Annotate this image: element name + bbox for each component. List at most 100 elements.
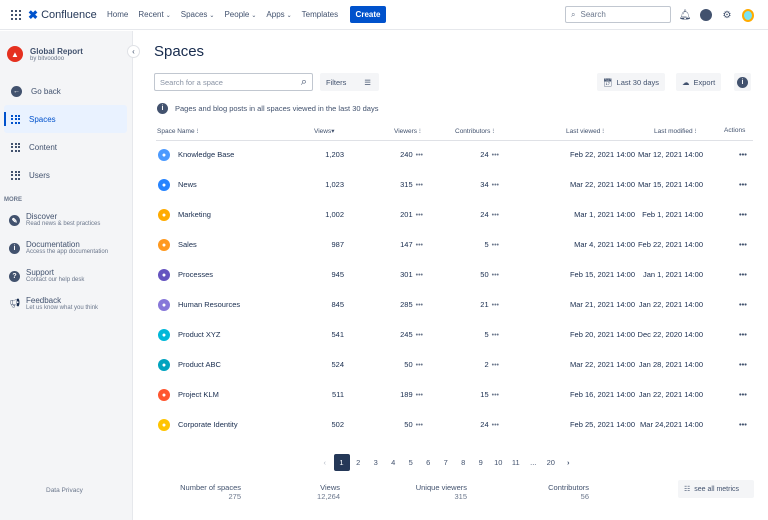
sidebar-item-users[interactable]: Users: [4, 161, 127, 189]
row-actions-icon[interactable]: •••: [739, 240, 747, 249]
page-8[interactable]: 8: [461, 458, 466, 467]
space-icon: ●: [158, 419, 170, 431]
date-range-button[interactable]: 📅︎ Last 30 days: [597, 73, 666, 91]
sidebar-discover[interactable]: ✎ Discover Read news & best practices: [9, 212, 100, 227]
viewers-value[interactable]: 189 •••: [400, 390, 423, 399]
viewers-value[interactable]: 285 •••: [400, 300, 423, 309]
col-views[interactable]: Views▾: [314, 128, 335, 135]
col-last-viewed[interactable]: Last viewed ⁝: [566, 128, 605, 135]
nav-spaces[interactable]: Spaces ⌄: [180, 10, 215, 19]
filters-button[interactable]: Filters ☰: [320, 73, 379, 91]
space-name-link[interactable]: News: [178, 180, 197, 189]
page-20[interactable]: 20: [546, 458, 555, 467]
page-3[interactable]: 3: [373, 458, 378, 467]
viewers-value[interactable]: 50 •••: [404, 360, 423, 369]
page-1[interactable]: 1: [333, 454, 350, 471]
space-name-link[interactable]: Human Resources: [178, 300, 241, 309]
viewers-value[interactable]: 315 •••: [400, 180, 423, 189]
contributors-value[interactable]: 2 •••: [484, 360, 499, 369]
nav-recent[interactable]: Recent ⌄: [138, 10, 171, 19]
viewers-value[interactable]: 301 •••: [400, 270, 423, 279]
row-actions-icon[interactable]: •••: [739, 210, 747, 219]
col-contributors[interactable]: Contributors ⁝: [455, 128, 495, 135]
info-button[interactable]: i: [734, 73, 751, 91]
space-search-input[interactable]: Search for a space ⌕: [154, 73, 313, 91]
go-back-link[interactable]: ← Go back: [11, 85, 61, 97]
viewers-value[interactable]: 147 •••: [400, 240, 423, 249]
contributors-value[interactable]: 15 •••: [480, 390, 499, 399]
space-name-link[interactable]: Marketing: [178, 210, 211, 219]
page-2[interactable]: 2: [356, 458, 361, 467]
confluence-logo[interactable]: ✖ Confluence: [28, 8, 97, 22]
export-button[interactable]: ☁ Export: [676, 73, 722, 91]
col-space-name[interactable]: Space Name ⁝: [157, 128, 199, 135]
space-name-link[interactable]: Knowledge Base: [178, 150, 235, 159]
sidebar-item-spaces[interactable]: Spaces: [4, 105, 127, 133]
nav-templates[interactable]: Templates: [301, 10, 339, 19]
columns-icon: ☷: [684, 486, 691, 493]
row-actions-icon[interactable]: •••: [739, 150, 747, 159]
page-11[interactable]: 11: [511, 458, 520, 467]
row-actions-icon[interactable]: •••: [739, 180, 747, 189]
space-name-link[interactable]: Product ABC: [178, 360, 221, 369]
col-viewers[interactable]: Viewers ⁝: [394, 128, 421, 135]
row-actions-icon[interactable]: •••: [739, 270, 747, 279]
sidebar-feedback[interactable]: 📢︎ Feedback Let us know what you think: [9, 296, 99, 311]
sidebar-item-content[interactable]: Content: [4, 133, 127, 161]
contributors-value[interactable]: 5 •••: [484, 240, 499, 249]
row-actions-icon[interactable]: •••: [739, 300, 747, 309]
row-actions-icon[interactable]: •••: [739, 330, 747, 339]
nav-people[interactable]: People ⌄: [224, 10, 257, 19]
space-name-link[interactable]: Product XYZ: [178, 330, 221, 339]
space-name-link[interactable]: Project KLM: [178, 390, 219, 399]
next-page-button[interactable]: ›: [567, 458, 570, 467]
sidebar-documentation[interactable]: i Documentation Access the app documentati…: [9, 240, 108, 255]
see-all-metrics-button[interactable]: ☷ see all metrics: [678, 480, 754, 498]
row-actions-icon[interactable]: •••: [739, 360, 747, 369]
page-6[interactable]: 6: [426, 458, 431, 467]
contributors-value[interactable]: 50 •••: [480, 270, 499, 279]
space-name-link[interactable]: Sales: [178, 240, 197, 249]
row-actions-icon[interactable]: •••: [739, 420, 747, 429]
contributors-value[interactable]: 24 •••: [480, 420, 499, 429]
more-icon: •••: [491, 242, 499, 249]
collapse-sidebar-button[interactable]: ‹: [127, 45, 140, 58]
more-icon: •••: [491, 362, 499, 369]
contributors-value[interactable]: 24 •••: [480, 210, 499, 219]
viewers-value[interactable]: 240 •••: [400, 150, 423, 159]
settings-icon[interactable]: ⚙: [722, 9, 732, 21]
more-icon: •••: [491, 422, 499, 429]
notifications-icon[interactable]: 🔔︎: [678, 9, 692, 21]
global-search-input[interactable]: ⌕ Search: [565, 6, 671, 23]
contributors-value[interactable]: 24 •••: [480, 150, 499, 159]
nav-home[interactable]: Home: [107, 10, 129, 19]
last-viewed-value: Mar 1, 2021 14:00: [574, 210, 635, 219]
nav-apps[interactable]: Apps ⌄: [266, 10, 292, 19]
viewers-value[interactable]: 245 •••: [400, 330, 423, 339]
row-actions-icon[interactable]: •••: [739, 390, 747, 399]
avatar[interactable]: [742, 8, 754, 22]
contributors-value[interactable]: 21 •••: [480, 300, 499, 309]
last-viewed-value: Mar 22, 2021 14:00: [569, 180, 635, 189]
viewers-value[interactable]: 50 •••: [404, 420, 423, 429]
page-5[interactable]: 5: [408, 458, 413, 467]
create-button[interactable]: Create: [350, 6, 386, 23]
last-viewed-value: Feb 22, 2021 14:00: [569, 150, 635, 159]
page-10[interactable]: 10: [494, 458, 503, 467]
contributors-value[interactable]: 5 •••: [484, 330, 499, 339]
app-switcher-icon[interactable]: [11, 10, 21, 20]
data-privacy-link[interactable]: Data Privacy: [46, 487, 83, 494]
prev-page-button[interactable]: ‹: [323, 458, 327, 467]
help-icon[interactable]: ?: [700, 9, 712, 21]
contributors-value[interactable]: 34 •••: [480, 180, 499, 189]
page-9[interactable]: 9: [478, 458, 483, 467]
grid-icon: [11, 114, 20, 124]
space-name-link[interactable]: Corporate Identity: [178, 420, 238, 429]
viewers-value[interactable]: 201 •••: [400, 210, 423, 219]
last-modified-value: Mar 12, 2021 14:00: [637, 150, 703, 159]
page-4[interactable]: 4: [391, 458, 396, 467]
col-last-modified[interactable]: Last modified ⁝: [654, 128, 697, 135]
page-7[interactable]: 7: [443, 458, 448, 467]
sidebar-support[interactable]: ? Support Contact our help desk: [9, 268, 84, 283]
space-name-link[interactable]: Processes: [178, 270, 214, 279]
